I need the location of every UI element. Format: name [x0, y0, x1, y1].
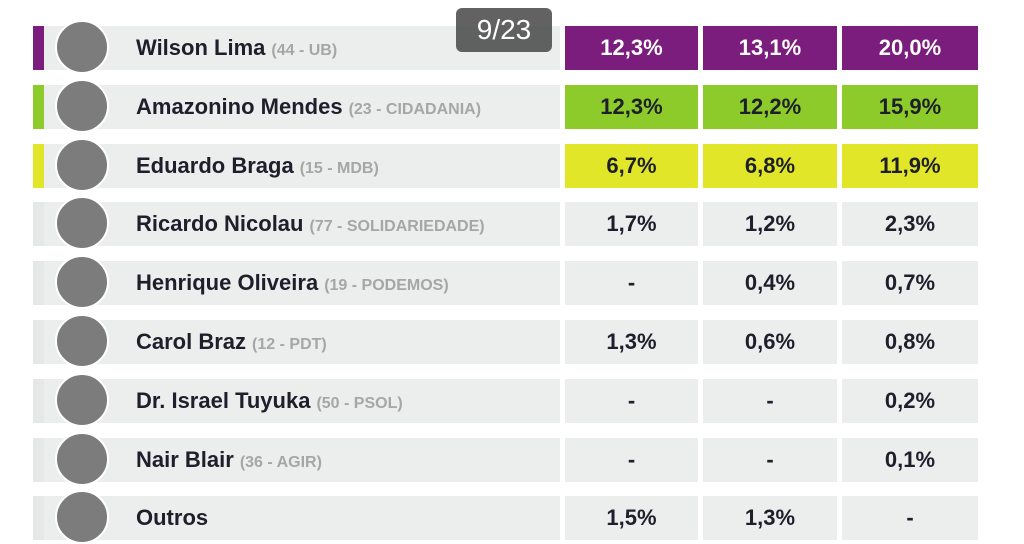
party-label: (15 - MDB) — [299, 159, 379, 177]
poll-value: 1,5% — [565, 496, 698, 541]
row-band — [44, 437, 560, 482]
row-band — [44, 261, 560, 306]
poll-value: 6,7% — [565, 143, 698, 188]
candidate-name-text: Ricardo Nicolau — [136, 211, 304, 237]
candidate-name: Wilson Lima (44 - UB) — [136, 26, 337, 73]
poll-value: 0,6% — [703, 320, 837, 364]
poll-value: 12,3% — [565, 26, 698, 70]
poll-value: 0,8% — [842, 320, 978, 364]
poll-value: 0,2% — [842, 378, 978, 423]
table-row: Dr. Israel Tuyuka (50 - PSOL) - -0,2% — [33, 372, 979, 427]
table-row: Amazonino Mendes (23 - CIDADANIA) 12,3% 12,… — [33, 78, 979, 133]
poll-value: 6,8% — [703, 143, 837, 188]
poll-value: 0,4% — [703, 261, 837, 306]
candidate-name: Henrique Oliveira (19 - PODEMOS) — [136, 261, 449, 308]
party-label: (50 - PSOL) — [316, 394, 403, 412]
poll-value: 1,2% — [703, 202, 837, 247]
row-band — [44, 378, 560, 423]
candidate-photo — [55, 314, 109, 368]
poll-value: 1,3% — [565, 320, 698, 364]
poll-value: 1,7% — [565, 202, 698, 247]
candidate-name-text: Wilson Lima — [136, 35, 266, 60]
row-marker — [33, 26, 44, 70]
poll-value: 20,0% — [842, 26, 978, 70]
table-row: Carol Braz (12 - PDT) 1,3% 0,6% 0,8% — [33, 314, 979, 368]
candidate-photo — [55, 137, 109, 192]
candidate-name: Eduardo Braga (15 - MDB) — [136, 144, 379, 191]
poll-value: 12,3% — [565, 84, 698, 129]
table-row: Wilson Lima (44 - UB) 12,3% 13,1% 20,0% — [33, 20, 979, 74]
table-row: Henrique Oliveira (19 - PODEMOS) -0,4% 0,7% — [33, 255, 979, 310]
poll-value: - — [565, 378, 698, 423]
poll-value: - — [565, 261, 698, 306]
row-band — [44, 320, 560, 364]
candidate-photo — [55, 372, 109, 427]
poll-value: 13,1% — [703, 26, 837, 70]
party-label: (19 - PODEMOS) — [324, 277, 449, 295]
candidate-photo — [55, 431, 109, 486]
table-row: Nair Blair (36 - AGIR) - -0,1% — [33, 431, 979, 486]
poll-value: 0,7% — [842, 261, 978, 306]
candidate-name: Carol Braz (12 - PDT) — [136, 320, 327, 367]
poll-value: 0,1% — [842, 437, 978, 482]
candidate-photo — [55, 20, 109, 74]
row-band — [44, 143, 560, 188]
party-label: (44 - UB) — [271, 42, 338, 59]
candidate-photo — [55, 255, 109, 310]
candidate-name-text: Eduardo Braga — [136, 152, 294, 178]
table-row: Outros 1,5% 1,3% - — [33, 490, 979, 544]
candidate-photo — [55, 78, 109, 133]
poll-value: - — [565, 437, 698, 482]
candidate-name-text: Outros — [136, 505, 209, 531]
row-band — [44, 84, 560, 129]
poll-value: - — [703, 437, 837, 482]
row-marker — [33, 84, 44, 129]
row-band — [44, 202, 560, 247]
image-counter: 9/23 — [456, 8, 552, 52]
candidate-name-text: Nair Blair — [136, 446, 234, 472]
candidate-name-text: Amazonino Mendes — [136, 93, 343, 119]
poll-value: - — [703, 378, 837, 423]
candidate-name: Ricardo Nicolau (77 - SOLIDARIEDADE) — [136, 202, 485, 249]
party-label: (36 - AGIR) — [239, 453, 322, 471]
row-marker — [33, 143, 44, 188]
candidate-name: Dr. Israel Tuyuka (50 - PSOL) — [136, 379, 403, 426]
row-marker — [33, 261, 44, 306]
row-marker — [33, 202, 44, 247]
page: Wilson Lima (44 - UB) 12,3% 13,1% 20,0% Amazo… — [33, 8, 979, 544]
candidate-name-text: Henrique Oliveira — [136, 270, 319, 296]
poll-value: 11,9% — [842, 143, 978, 188]
candidate-name-text: Dr. Israel Tuyuka — [136, 387, 311, 413]
row-band — [44, 496, 560, 541]
party-label: (12 - PDT) — [252, 336, 327, 353]
row-marker — [33, 378, 44, 423]
row-marker — [33, 437, 44, 482]
candidate-photo — [55, 196, 109, 251]
candidate-name: Outros — [136, 496, 208, 540]
row-marker — [33, 496, 44, 541]
party-label: (77 - SOLIDARIEDADE) — [309, 218, 485, 236]
row-marker — [33, 320, 44, 364]
poll-value: - — [842, 496, 978, 541]
candidate-name-text: Carol Braz — [136, 329, 247, 354]
party-label: (23 - CIDADANIA) — [348, 100, 482, 118]
table-row: Eduardo Braga (15 - MDB) 6,7% 6,8% 11,9% — [33, 137, 979, 192]
poll-value: 12,2% — [703, 84, 837, 129]
table-row: Ricardo Nicolau (77 - SOLIDARIEDADE) 1,7% 1… — [33, 196, 979, 251]
poll-value: 2,3% — [842, 202, 978, 247]
candidate-name: Amazonino Mendes (23 - CIDADANIA) — [136, 85, 481, 132]
candidate-photo — [55, 490, 109, 544]
poll-value: 1,3% — [703, 496, 837, 541]
candidate-name: Nair Blair (36 - AGIR) — [136, 438, 322, 485]
poll-value: 15,9% — [842, 84, 978, 129]
